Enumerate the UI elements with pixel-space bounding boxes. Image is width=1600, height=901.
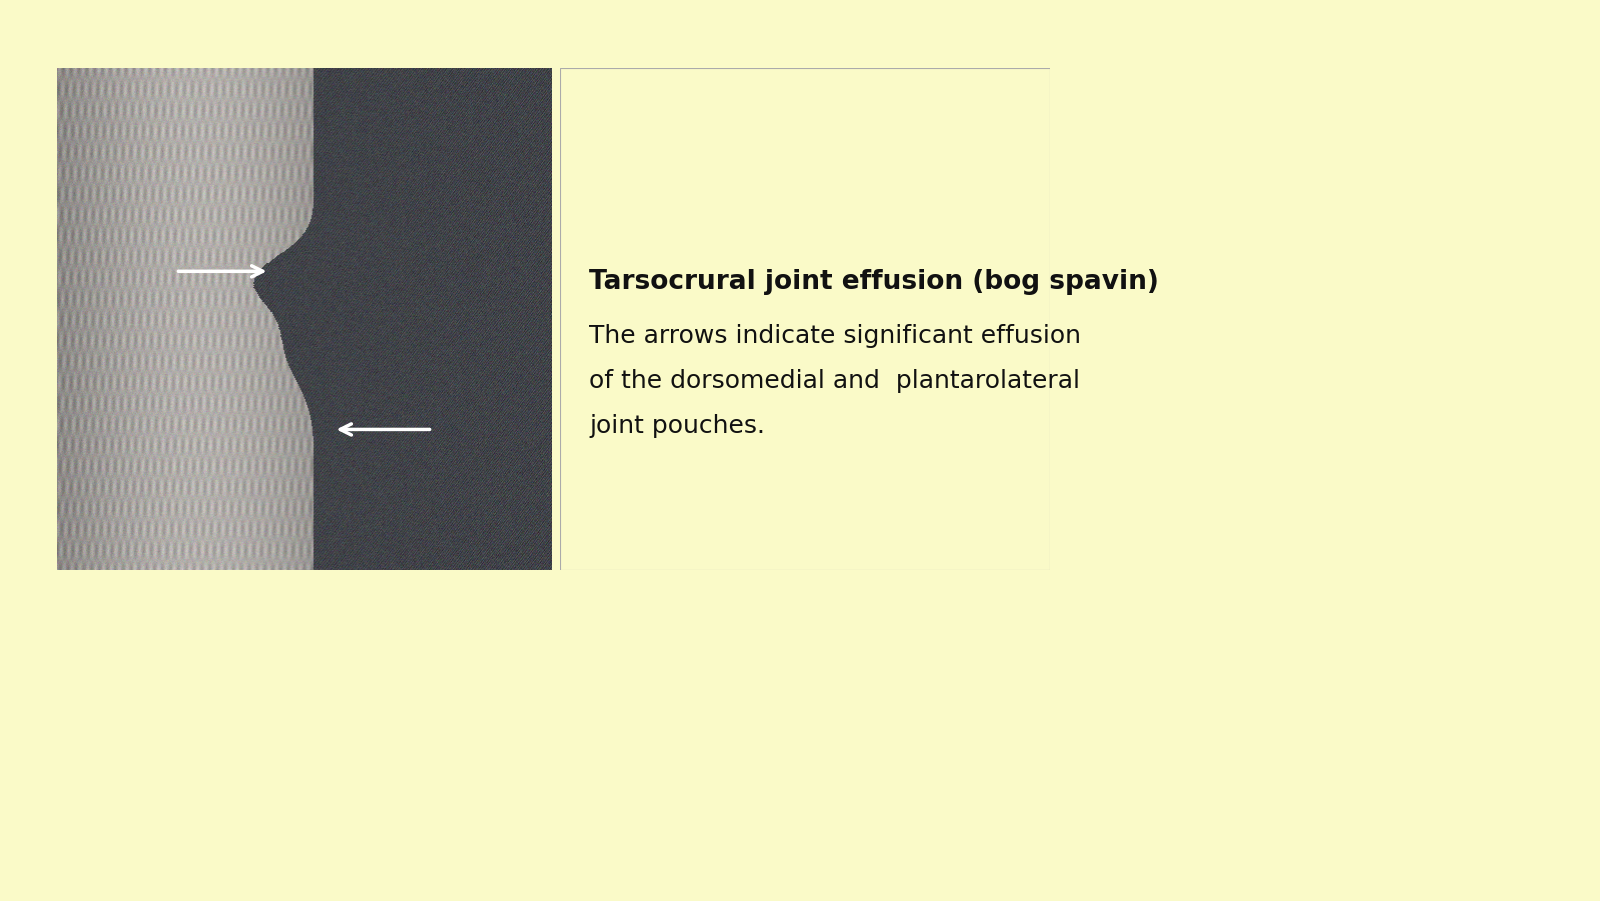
- Text: of the dorsomedial and  plantarolateral: of the dorsomedial and plantarolateral: [589, 369, 1080, 393]
- Text: The arrows indicate significant effusion: The arrows indicate significant effusion: [589, 324, 1082, 348]
- Text: joint pouches.: joint pouches.: [589, 414, 765, 439]
- Text: Tarsocrural joint effusion (bog spavin): Tarsocrural joint effusion (bog spavin): [589, 268, 1160, 295]
